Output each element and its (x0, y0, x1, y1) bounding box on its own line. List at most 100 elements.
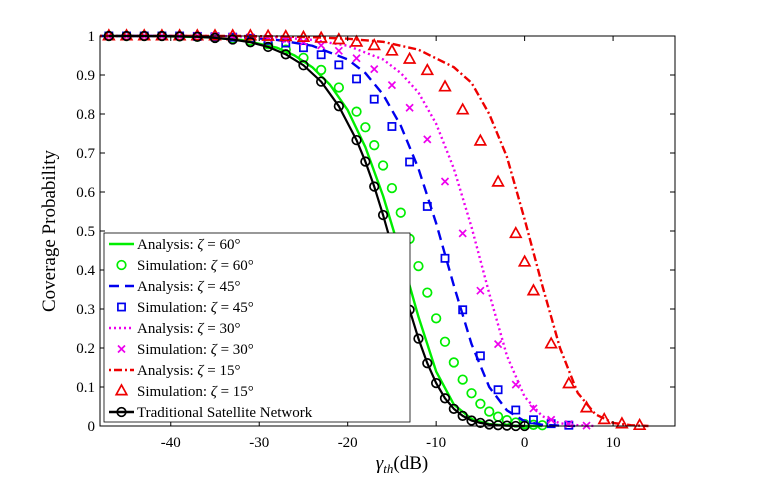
data-point (423, 135, 432, 144)
x-axis-label-subscript: th (383, 461, 393, 476)
data-point (316, 64, 327, 76)
series-4 (100, 34, 596, 428)
data-point (422, 358, 433, 369)
legend-entry: Simulation: ζ = 15° (114, 383, 254, 400)
data-point (192, 31, 203, 42)
data-point (332, 32, 346, 45)
data-point (413, 333, 424, 344)
y-axis-label: Coverage Probability (39, 150, 60, 312)
data-point (405, 103, 414, 112)
legend-marker (117, 344, 126, 354)
legend-entry: Analysis: ζ = 15° (109, 363, 240, 379)
legend-entry: Analysis: ζ = 30° (109, 321, 240, 337)
legend-box (103, 232, 411, 423)
data-point (597, 412, 611, 425)
y-tick-label: 0.4 (76, 263, 95, 279)
data-point (420, 62, 435, 76)
y-tick-label: 0.9 (76, 68, 95, 84)
y-tick-label: 0 (88, 419, 96, 435)
x-tick-label: -40 (161, 435, 181, 451)
data-point (476, 286, 485, 295)
x-tick-label: 10 (606, 435, 621, 451)
legend-marker (114, 383, 129, 396)
data-point (493, 339, 503, 349)
y-tick-label: 0.2 (76, 341, 95, 357)
legend-label: Analysis: ζ = 60° (137, 237, 240, 253)
data-point (352, 74, 361, 84)
data-point (262, 41, 274, 53)
data-point (422, 201, 432, 211)
data-point (172, 28, 187, 41)
data-point (227, 34, 238, 45)
legend-entry: Simulation: ζ = 60° (116, 258, 254, 274)
data-point (316, 50, 326, 60)
data-point (245, 37, 256, 48)
data-point (517, 254, 532, 267)
y-tick-label: 0.3 (76, 302, 95, 318)
x-tick-label: -20 (338, 435, 358, 451)
data-point (367, 37, 381, 51)
data-point (509, 225, 523, 239)
data-point (458, 305, 468, 315)
data-point (484, 406, 495, 417)
y-tick-label: 0.6 (76, 185, 95, 201)
data-point (457, 374, 468, 385)
data-point (377, 209, 389, 221)
legend-label: Analysis: ζ = 45° (137, 279, 240, 295)
data-point (317, 41, 326, 50)
data-point (526, 283, 541, 296)
data-point (402, 51, 417, 64)
data-point (360, 122, 371, 133)
data-point (298, 60, 309, 71)
x-axis-label-symbol: γ (376, 453, 384, 474)
legend-label: Simulation: ζ = 15° (137, 384, 254, 400)
data-point (349, 34, 364, 47)
data-point (334, 60, 344, 70)
data-point (299, 43, 308, 53)
legend-marker (116, 406, 127, 418)
data-point (413, 260, 424, 272)
data-point (458, 229, 467, 238)
data-point (377, 160, 389, 171)
data-point (243, 28, 258, 41)
data-point (351, 106, 362, 117)
data-point (387, 122, 397, 131)
y-tick-label: 1 (88, 29, 96, 45)
series-layer (100, 28, 649, 432)
data-point (422, 287, 433, 298)
data-point (438, 79, 452, 92)
x-axis-label-unit: (dB) (393, 453, 428, 474)
data-point (439, 336, 451, 347)
data-point (448, 357, 459, 368)
data-point (190, 28, 205, 41)
y-tick-label: 0.1 (76, 380, 95, 396)
data-point (475, 398, 486, 409)
data-point (439, 393, 451, 404)
data-point (511, 380, 520, 389)
y-tick-label: 0.5 (76, 224, 95, 240)
legend-label: Simulation: ζ = 45° (137, 300, 254, 316)
data-point (369, 181, 380, 192)
data-point (386, 182, 398, 194)
data-point (615, 416, 629, 429)
data-point (547, 415, 556, 424)
data-point (370, 65, 379, 74)
legend-entry: Traditional Satellite Network (109, 405, 313, 421)
y-tick-label: 0.8 (76, 107, 95, 123)
data-point (385, 43, 399, 56)
data-point (334, 46, 343, 55)
data-point (491, 174, 505, 187)
data-point (529, 415, 538, 425)
data-point (431, 377, 442, 389)
data-point (280, 49, 291, 60)
x-tick-label: -10 (426, 435, 446, 451)
data-point (448, 403, 459, 414)
data-point (466, 388, 477, 399)
data-point (298, 52, 309, 63)
x-tick-label: 0 (521, 435, 529, 451)
x-axis-label: γth(dB) (376, 453, 428, 476)
data-point (562, 376, 576, 389)
data-point (493, 385, 503, 395)
data-point (457, 410, 468, 422)
